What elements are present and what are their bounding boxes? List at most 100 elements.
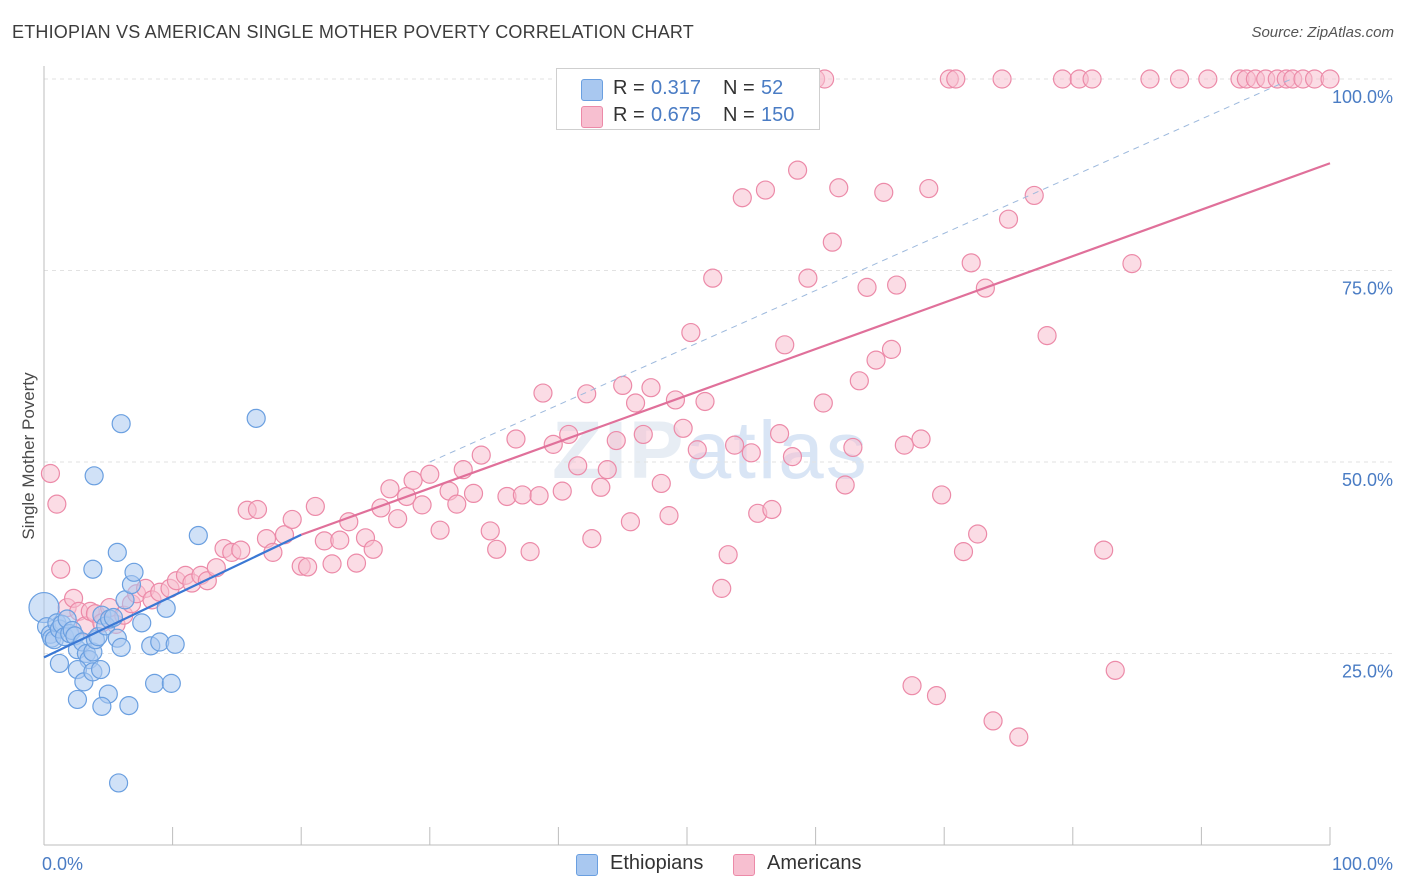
legend-n-value: 52 [761, 77, 784, 99]
american-point [447, 494, 467, 514]
american-point [762, 499, 782, 520]
chart-source: Source: ZipAtlas.com [1251, 24, 1394, 41]
tick-labels: 25.0% 50.0% 75.0% 100.0% 0.0% 100.0% Single Mo… [19, 87, 1393, 874]
american-point [881, 339, 902, 359]
american-point [775, 335, 795, 355]
american-point [718, 545, 738, 565]
american-point [911, 429, 931, 449]
american-point [552, 481, 572, 501]
x-tick-label: 0.0% [42, 854, 83, 874]
ethiopian-point [124, 562, 144, 582]
chart-title: ETHIOPIAN VS AMERICAN SINGLE MOTHER POVE… [12, 22, 694, 42]
american-point [919, 178, 939, 199]
american-point [282, 509, 302, 530]
ethiopian-point [144, 673, 165, 693]
american-point [787, 160, 808, 180]
american-point [926, 686, 947, 706]
ethiopian-point [246, 408, 266, 428]
american-point [782, 447, 803, 467]
legend-swatch-ethiopians [581, 79, 603, 101]
american-point [388, 509, 408, 529]
american-point [247, 499, 268, 520]
ethiopian-point [90, 659, 111, 680]
american-point [641, 378, 661, 398]
american-point [961, 253, 981, 273]
y-tick-label: 75.0% [1342, 279, 1393, 299]
reference-dashed-line [429, 78, 1292, 463]
ethiopian-point [111, 414, 131, 434]
american-point [512, 485, 532, 505]
american-point [298, 557, 318, 577]
american-point [1198, 69, 1218, 89]
american-point [363, 539, 383, 559]
american-point [613, 375, 633, 395]
ethiopian-point [119, 695, 139, 716]
legend-row-americans: R = 0.675 N = 150 [557, 102, 819, 130]
legend-r-label: R = [613, 77, 645, 99]
legend-label-ethiopians: Ethiopians [610, 852, 704, 874]
ethiopian-point [188, 525, 208, 546]
american-point [1024, 185, 1044, 206]
american-point [380, 479, 400, 499]
american-point [695, 391, 715, 412]
american-point [843, 437, 863, 458]
legend-r-label: R = [613, 104, 645, 126]
american-point [1140, 69, 1160, 89]
american-point [1052, 69, 1073, 89]
american-point [568, 456, 588, 476]
american-point [983, 711, 1003, 731]
legend-r-value: 0.317 [651, 77, 702, 99]
american-point [857, 277, 877, 297]
ethiopians-trend-line [43, 533, 302, 659]
american-point [1169, 69, 1190, 89]
american-point [420, 464, 440, 484]
trend-lines [43, 78, 1331, 659]
data-points [28, 69, 1340, 793]
american-point [1009, 727, 1029, 747]
american-point [741, 443, 761, 463]
american-point [874, 182, 894, 202]
y-axis-label: Single Mother Poverty [19, 372, 38, 540]
ethiopian-point [165, 634, 185, 654]
americans-trend-line [300, 162, 1331, 536]
ethiopian-point [132, 613, 152, 633]
y-tick-label: 50.0% [1342, 470, 1393, 490]
american-point [651, 473, 671, 494]
american-point [1094, 540, 1114, 560]
x-tick-label: 100.0% [1332, 854, 1393, 874]
american-point [403, 470, 423, 490]
american-point [1082, 69, 1102, 89]
american-point [1320, 69, 1340, 89]
american-point [633, 424, 653, 445]
american-point [894, 435, 914, 455]
american-point [305, 496, 325, 517]
american-point [625, 393, 646, 413]
y-tick-label: 25.0% [1342, 662, 1393, 682]
legend-n-label: N = [723, 77, 755, 99]
y-tick-label: 100.0% [1332, 87, 1393, 107]
american-point [866, 350, 886, 370]
american-point [330, 530, 350, 550]
ethiopian-point [107, 542, 127, 562]
american-point [520, 542, 540, 562]
american-point [582, 528, 602, 549]
american-point [703, 268, 723, 288]
ethiopian-point [108, 773, 129, 793]
american-point [687, 440, 707, 460]
ethiopian-point [49, 653, 70, 674]
ethiopian-point [161, 673, 181, 693]
american-point [346, 553, 367, 573]
grid-lines [44, 78, 1392, 654]
ethiopian-point [92, 696, 112, 716]
legend-n-label: N = [723, 104, 755, 126]
american-point [681, 322, 701, 343]
american-point [953, 542, 974, 562]
american-point [597, 460, 617, 480]
american-point [712, 578, 732, 598]
american-point [1122, 254, 1142, 274]
legend-swatch-americans [581, 106, 603, 128]
american-point [591, 477, 611, 497]
american-point [932, 485, 952, 505]
american-point [1105, 660, 1125, 680]
